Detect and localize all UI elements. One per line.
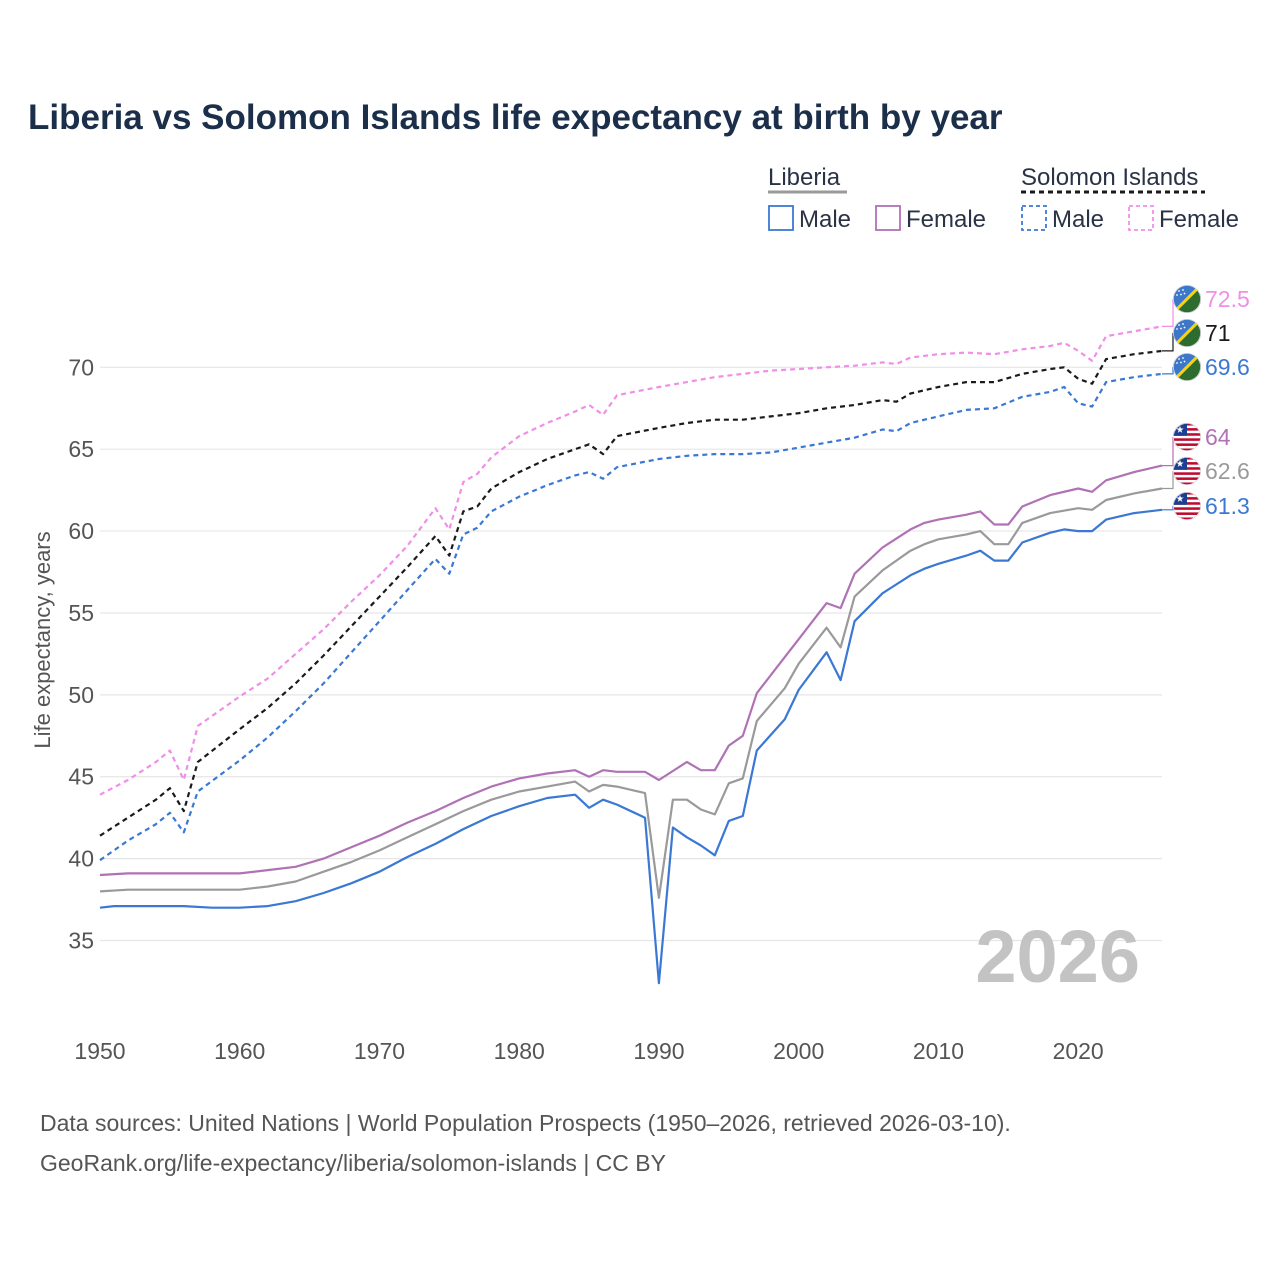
legend-liberia-female-swatch [875,205,901,231]
end-labels: 64 62.6 61.3 72.5 71 69.6 [1162,285,1250,520]
x-axis-ticks: 1950 1960 1970 1980 1990 2000 2010 2020 [74,1038,1103,1064]
end-label-sol_total: 71 [1205,320,1231,346]
y-tick-label: 55 [68,600,94,626]
y-tick-label: 65 [68,436,94,462]
y-tick-label: 40 [68,846,94,872]
x-tick-label: 1980 [494,1038,545,1064]
end-label-lib_total: 62.6 [1205,458,1250,484]
x-tick-label: 1960 [214,1038,265,1064]
series-lines [99,325,1163,985]
legend-liberia-male-label: Male [799,206,851,233]
end-connector-lib_female [1162,437,1174,467]
y-axis-ticks: 35 40 45 50 55 60 65 70 [68,354,94,953]
y-tick-label: 60 [68,518,94,544]
legend-solomon-female-label: Female [1159,206,1239,233]
y-tick-label: 45 [68,764,94,790]
end-label-lib_female: 64 [1205,424,1231,450]
end-connector-sol_total [1162,333,1174,352]
x-tick-label: 2010 [913,1038,964,1064]
gridlines [100,366,1162,942]
source-line-2: GeoRank.org/life-expectancy/liberia/solo… [40,1150,666,1176]
solomon-islands-flag-icon [1173,319,1201,347]
x-tick-label: 1950 [74,1038,125,1064]
liberia-flag-icon [1173,423,1201,451]
series-line-lib_male [99,508,1163,985]
series-line-lib_total [99,487,1163,899]
source-line-1: Data sources: United Nations | World Pop… [40,1110,1011,1136]
x-tick-label: 2000 [773,1038,824,1064]
end-connector-sol_male [1162,367,1174,375]
legend-group-solomon-islands: Solomon Islands [1021,164,1198,191]
y-tick-label: 70 [68,354,94,380]
year-watermark: 2026 [975,915,1140,998]
legend-liberia-male-swatch [768,205,794,231]
series-line-sol_total [99,349,1163,837]
end-connector-lib_male [1162,506,1174,511]
end-label-sol_female: 72.5 [1205,286,1250,312]
liberia-flag-icon [1173,492,1201,520]
x-tick-label: 1990 [633,1038,684,1064]
legend-solomon-male-label: Male [1052,206,1104,233]
chart-title: Liberia vs Solomon Islands life expectan… [28,98,1003,137]
legend-liberia-female-label: Female [906,206,986,233]
legend: Liberia Male Female Solomon Islands Male… [768,164,1239,233]
solomon-islands-flag-icon [1173,353,1201,381]
series-line-lib_female [99,464,1163,877]
x-tick-label: 2020 [1053,1038,1104,1064]
y-axis-label: Life expectancy, years [30,531,55,748]
legend-solomon-female-swatch [1128,205,1154,231]
end-label-sol_male: 69.6 [1205,354,1250,380]
end-connector-lib_total [1162,471,1174,490]
y-tick-label: 50 [68,682,94,708]
end-connector-sol_female [1162,299,1174,327]
legend-solomon-male-swatch [1021,205,1047,231]
y-tick-label: 35 [68,927,94,953]
x-tick-label: 1970 [354,1038,405,1064]
end-label-lib_male: 61.3 [1205,493,1250,519]
solomon-islands-flag-icon [1173,285,1201,313]
series-line-sol_female [99,325,1163,796]
liberia-flag-icon [1173,457,1201,485]
series-line-sol_male [99,372,1163,862]
legend-group-liberia: Liberia [768,164,841,191]
